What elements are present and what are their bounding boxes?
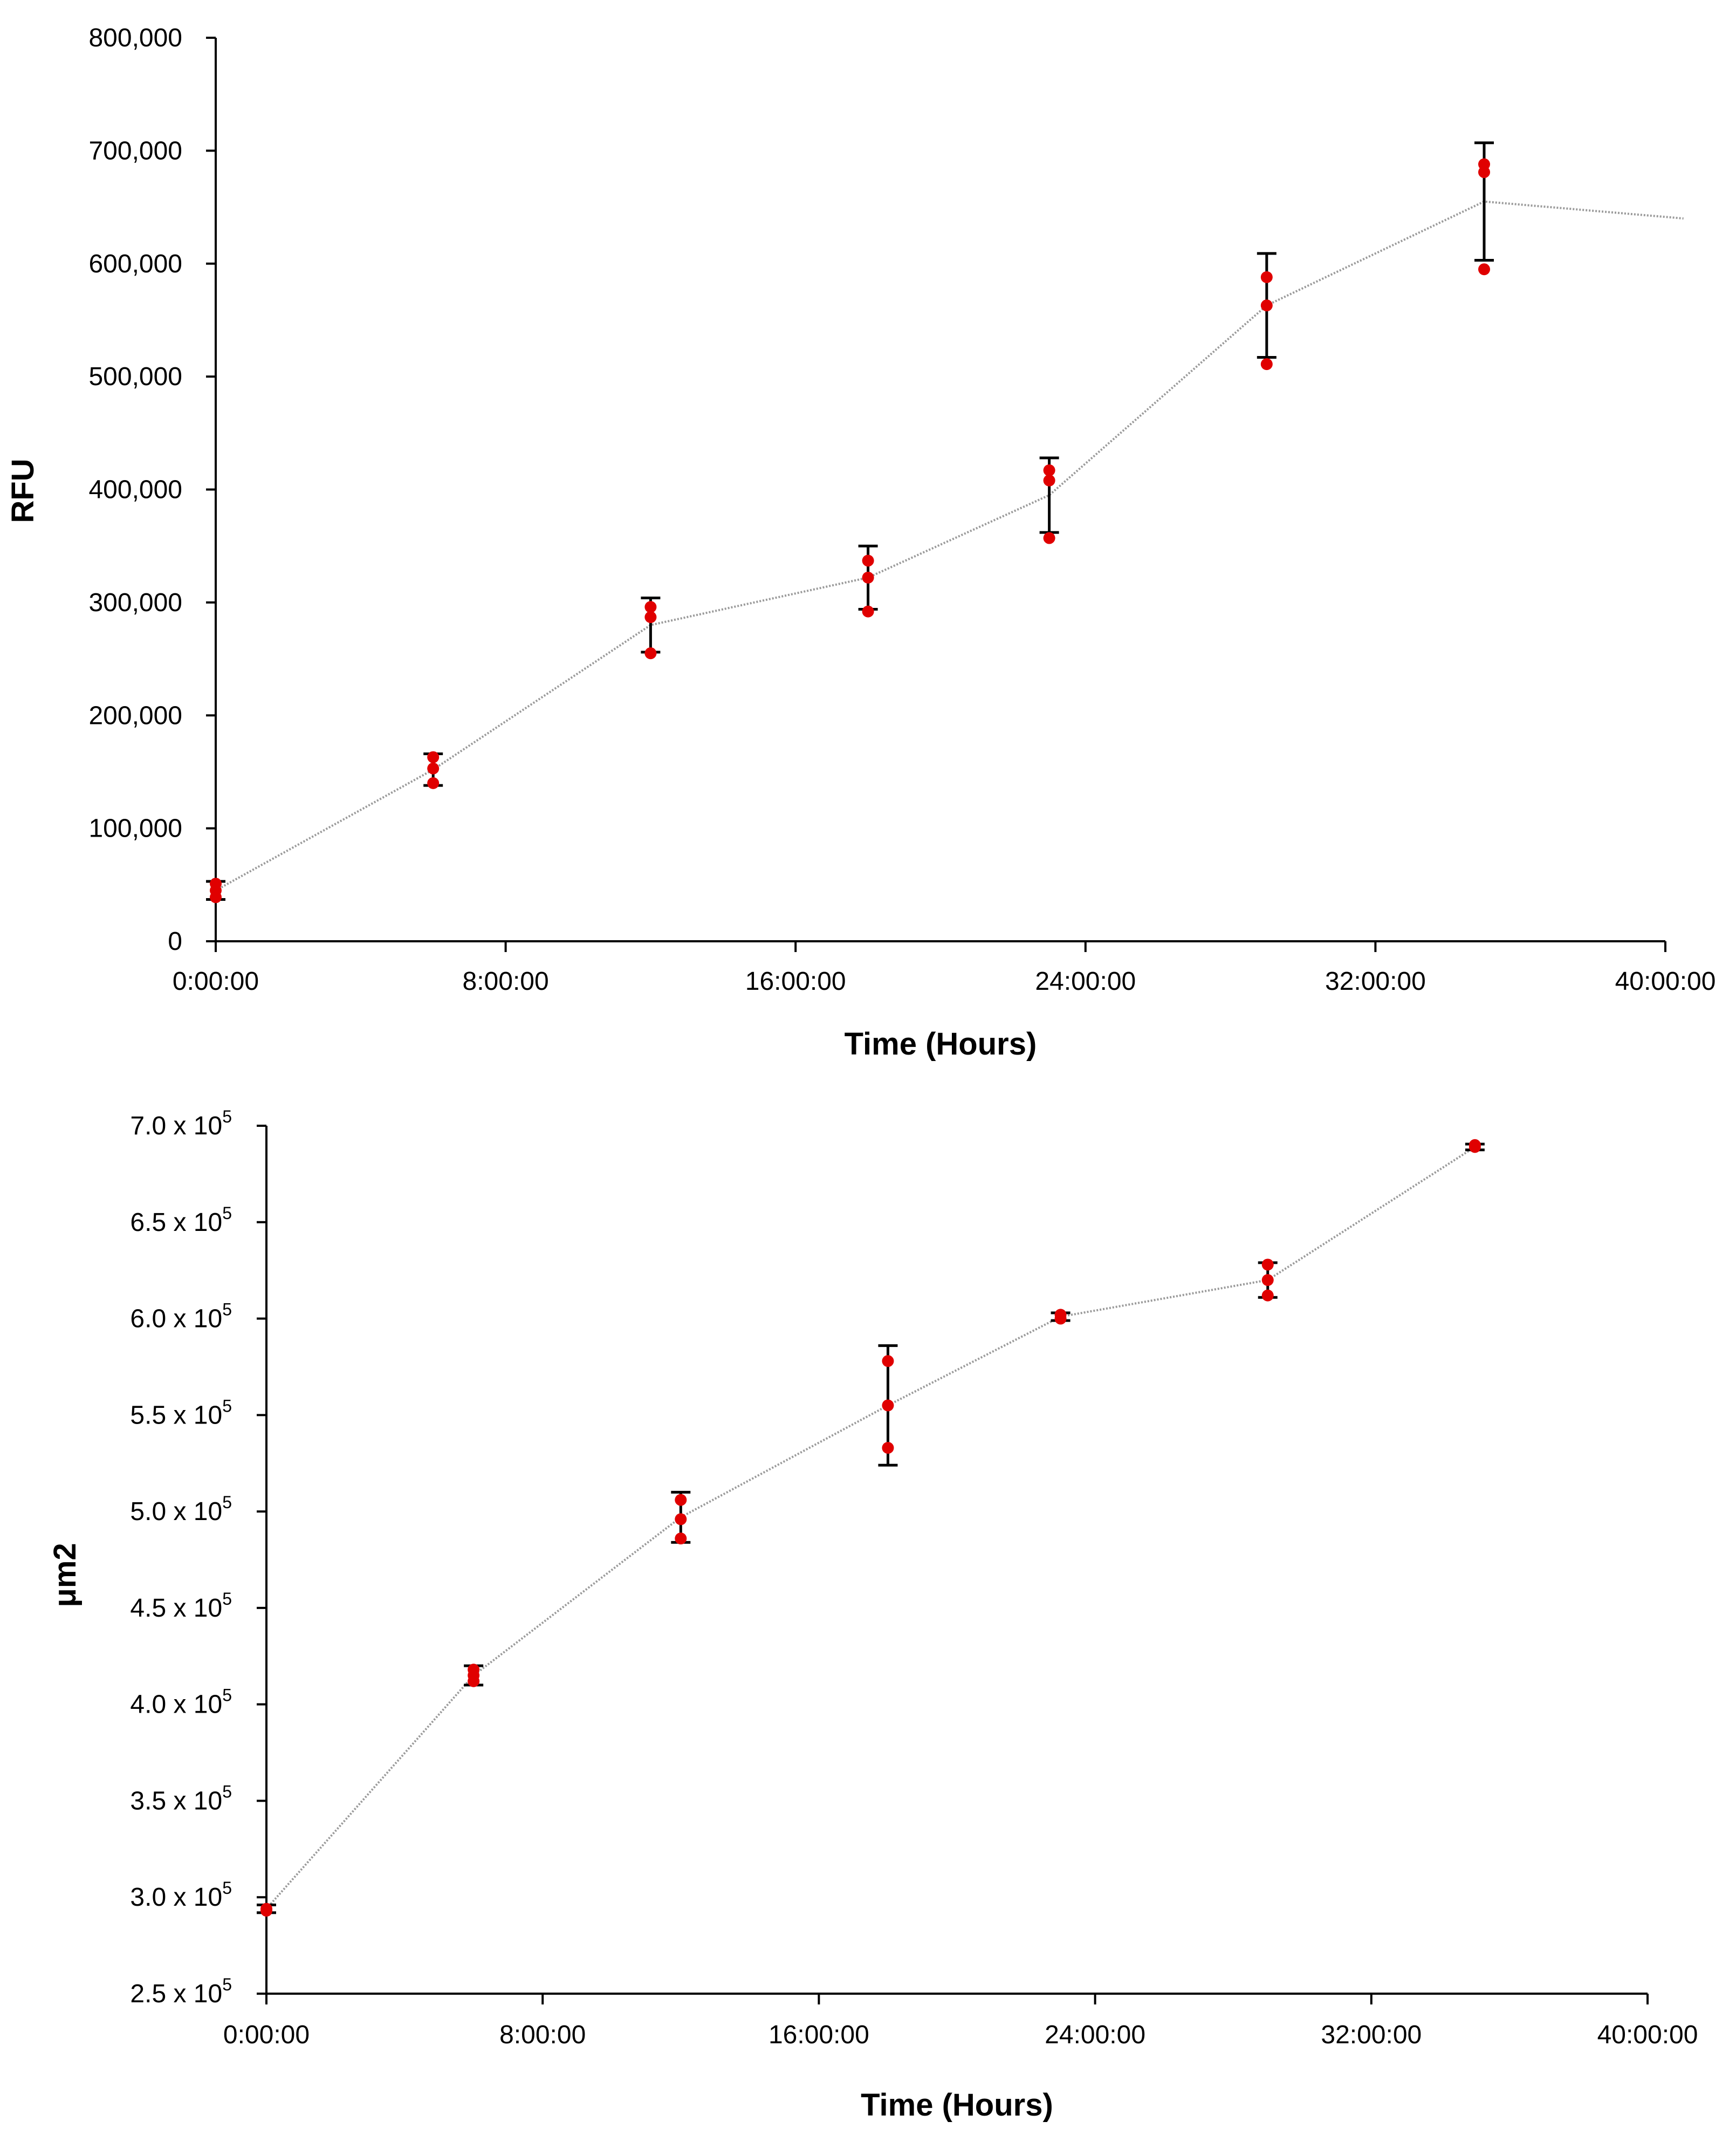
replicate-point (1261, 1274, 1274, 1286)
y-tick-label: 400,000 (88, 476, 182, 504)
series-line (265, 1146, 1476, 1910)
y-tick-label: 4.0 x 105 (130, 1686, 232, 1719)
y-tick-mantissa: 5.5 x 10 (130, 1401, 222, 1429)
replicate-point (1054, 1312, 1067, 1325)
y-tick-mantissa: 3.5 x 10 (130, 1787, 222, 1815)
replicate-point (427, 777, 440, 789)
replicate-point (882, 1399, 894, 1412)
y-tick-mantissa: 4.5 x 10 (130, 1594, 222, 1623)
replicate-point (675, 1494, 687, 1506)
y-tick-label: 700,000 (88, 136, 182, 165)
series-line (215, 200, 1684, 892)
replicate-point (644, 601, 657, 613)
y-tick-label: 500,000 (88, 362, 182, 391)
replicate-point (882, 1355, 894, 1367)
y-tick-label: 4.5 x 105 (130, 1589, 232, 1623)
replicate-point (644, 611, 657, 624)
y-tick-mantissa: 7.0 x 10 (130, 1112, 222, 1140)
y-tick-mantissa: 6.5 x 10 (130, 1208, 222, 1237)
replicate-point (210, 891, 222, 904)
y-tick-exponent: 5 (222, 1203, 232, 1223)
y-tick-label: 300,000 (88, 588, 182, 617)
y-tick-label: 6.5 x 105 (130, 1203, 232, 1237)
replicate-point (1478, 263, 1490, 276)
replicate-point (862, 555, 874, 567)
replicate-point (1261, 1258, 1274, 1271)
y-axis-title: RFU (5, 458, 40, 523)
y-tick-exponent: 5 (222, 1686, 232, 1705)
y-tick-label: 6.0 x 105 (130, 1300, 232, 1333)
y-tick-label: 800,000 (88, 24, 182, 52)
replicate-point (1043, 474, 1055, 487)
replicate-point (1478, 166, 1490, 179)
replicate-point (260, 1905, 272, 1917)
y-tick-mantissa: 2.5 x 10 (130, 1980, 222, 2008)
y-tick-label: 200,000 (88, 701, 182, 730)
x-tick-label: 0:00:00 (173, 967, 259, 996)
x-tick-label: 16:00:00 (745, 967, 846, 996)
x-axis-title: Time (Hours) (861, 2088, 1053, 2123)
y-tick-exponent: 5 (222, 1300, 232, 1319)
replicate-point (675, 1513, 687, 1525)
x-tick-label: 32:00:00 (1325, 967, 1426, 996)
replicate-point (1469, 1139, 1481, 1151)
x-tick-label: 32:00:00 (1321, 2021, 1422, 2049)
y-tick-label: 3.0 x 105 (130, 1878, 232, 1912)
replicate-point (862, 571, 874, 584)
y-tick-exponent: 5 (222, 1396, 232, 1415)
replicate-point (1260, 271, 1273, 283)
y-tick-mantissa: 6.0 x 10 (130, 1305, 222, 1333)
replicate-point (862, 605, 874, 618)
replicate-point (1043, 464, 1055, 476)
y-axis-title: μm2 (47, 1543, 83, 1607)
y-tick-exponent: 5 (222, 1878, 232, 1898)
x-tick-label: 8:00:00 (499, 2021, 586, 2049)
y-tick-label: 7.0 x 105 (130, 1107, 232, 1140)
x-tick-label: 24:00:00 (1035, 967, 1136, 996)
replicate-point (468, 1675, 480, 1687)
replicate-point (1261, 1289, 1274, 1302)
y-tick-label: 100,000 (88, 815, 182, 843)
replicate-point (882, 1442, 894, 1454)
y-tick-label: 5.5 x 105 (130, 1396, 232, 1429)
x-tick-label: 8:00:00 (463, 967, 549, 996)
replicate-point (1260, 358, 1273, 371)
y-tick-exponent: 5 (222, 1493, 232, 1512)
y-tick-label: 3.5 x 105 (130, 1782, 232, 1815)
replicate-point (1260, 299, 1273, 312)
y-tick-exponent: 5 (222, 1107, 232, 1126)
y-tick-mantissa: 4.0 x 10 (130, 1691, 222, 1719)
x-tick-label: 24:00:00 (1045, 2021, 1145, 2049)
rfu-chart: 0 100,000 200,000 300,000 400,000 500,000 600,… (5, 24, 1716, 1062)
x-tick-label: 0:00:00 (223, 2021, 310, 2049)
y-tick-mantissa: 3.0 x 10 (130, 1883, 222, 1912)
y-tick-label: 600,000 (88, 250, 182, 278)
replicate-point (427, 762, 440, 775)
x-tick-label: 40:00:00 (1597, 2021, 1698, 2049)
y-tick-exponent: 5 (222, 1589, 232, 1609)
x-axis-title: Time (Hours) (845, 1026, 1037, 1062)
replicate-point (427, 751, 440, 763)
replicate-point (675, 1532, 687, 1545)
replicate-point (644, 647, 657, 660)
y-tick-mantissa: 5.0 x 10 (130, 1497, 222, 1526)
replicate-point (1043, 532, 1055, 544)
y-tick-exponent: 5 (222, 1975, 232, 1994)
y-tick-label: 2.5 x 105 (130, 1975, 232, 2008)
y-tick-exponent: 5 (222, 1782, 232, 1801)
y-tick-label: 0 (168, 927, 182, 956)
x-tick-label: 40:00:00 (1615, 967, 1716, 996)
x-tick-label: 16:00:00 (768, 2021, 869, 2049)
y-tick-label: 5.0 x 105 (130, 1493, 232, 1526)
